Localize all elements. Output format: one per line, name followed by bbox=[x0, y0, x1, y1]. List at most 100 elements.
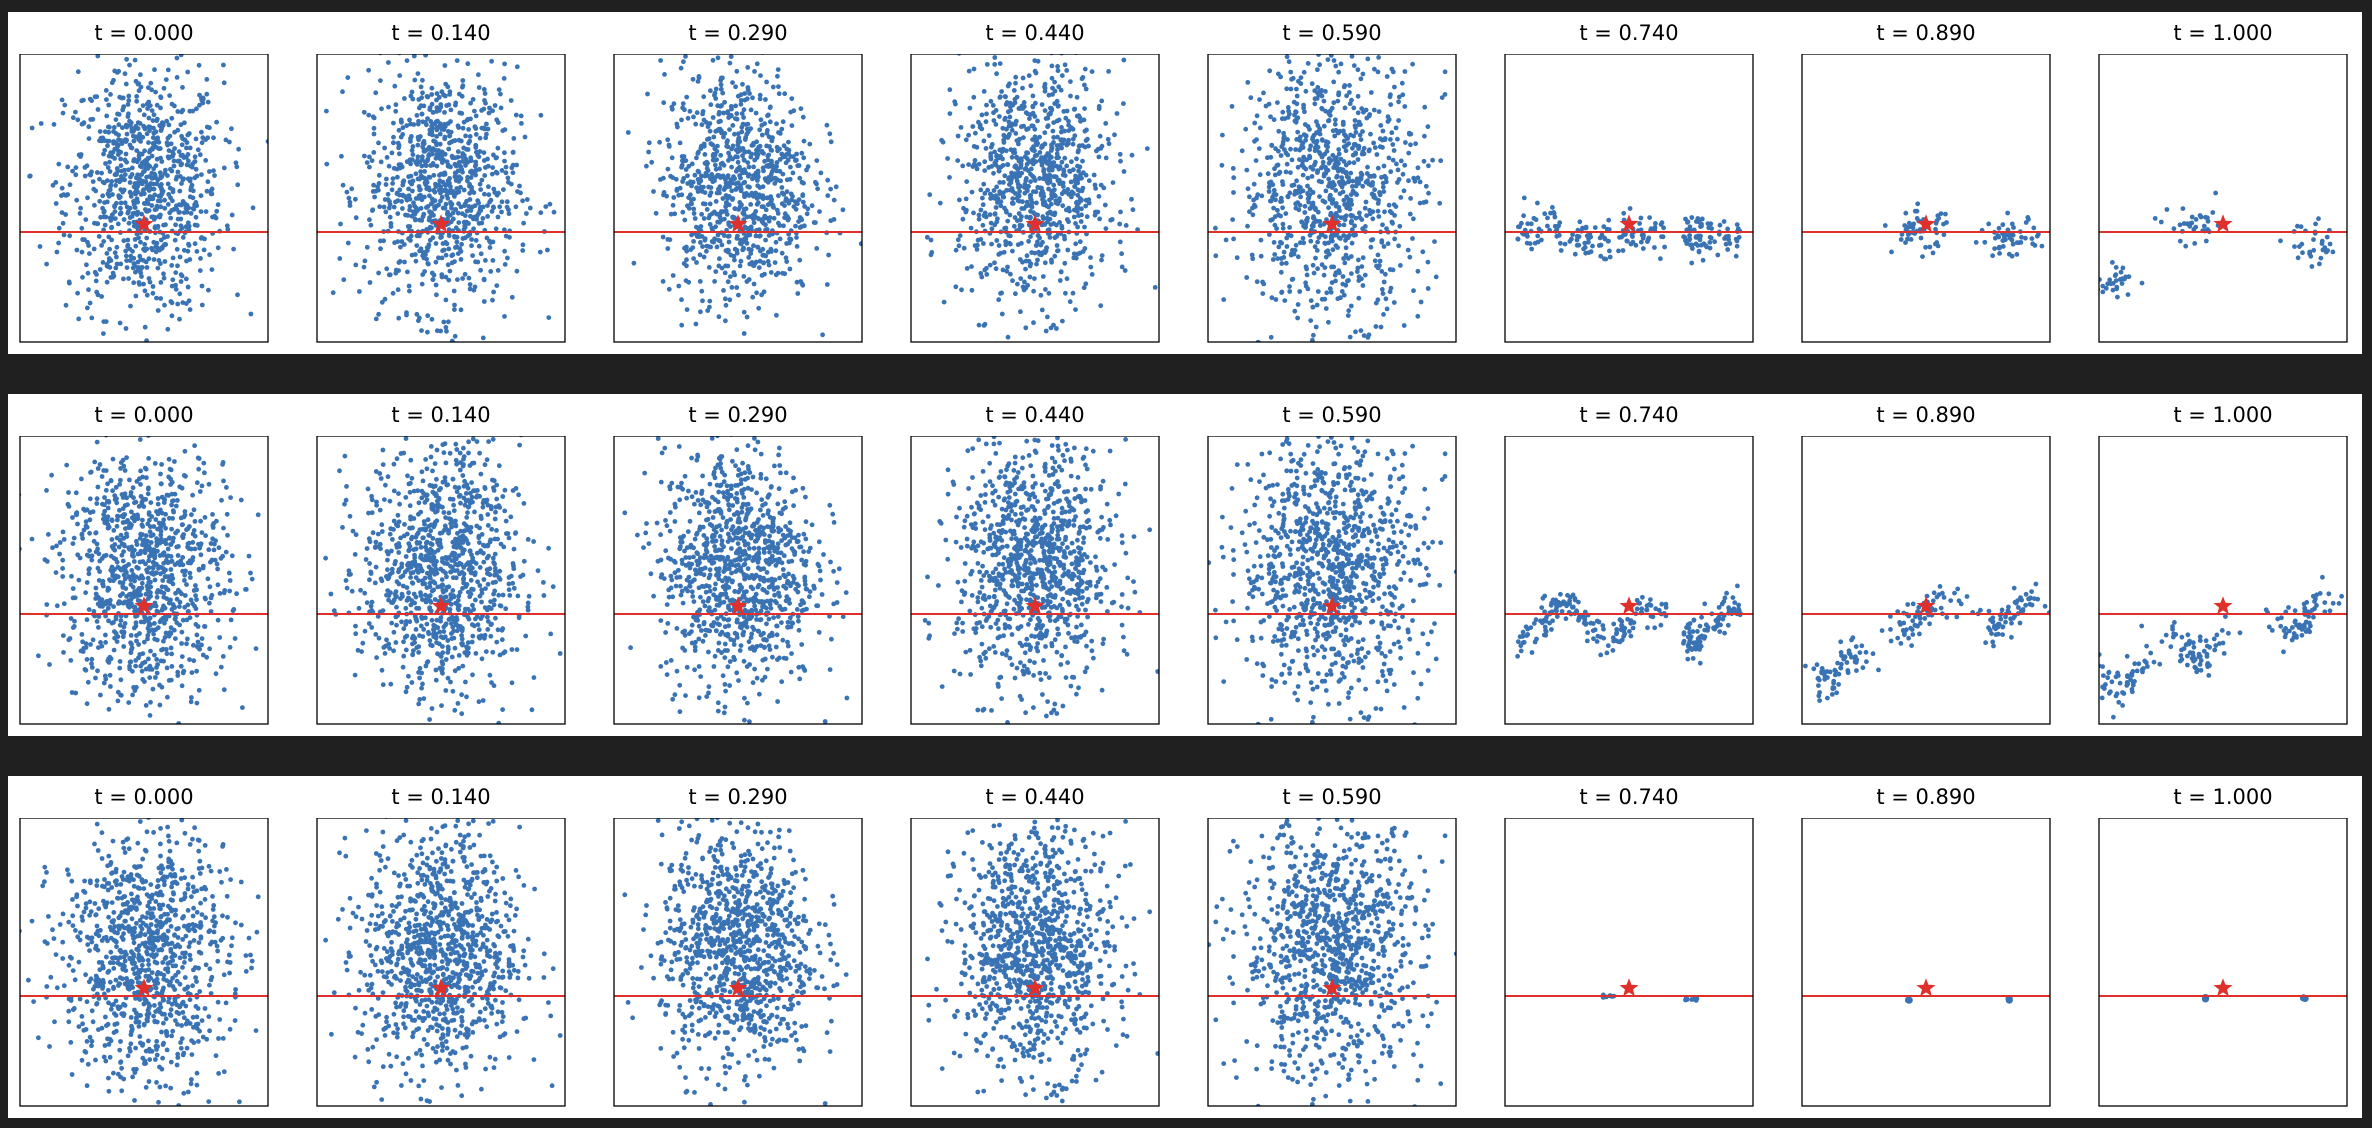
scatter-point bbox=[1010, 278, 1015, 284]
scatter-point bbox=[1038, 292, 1044, 298]
scatter-point bbox=[120, 125, 125, 131]
scatter-point bbox=[495, 214, 501, 220]
scatter-point bbox=[970, 124, 976, 129]
scatter-point bbox=[415, 134, 421, 140]
scatter-point bbox=[474, 213, 480, 219]
scatter-point bbox=[443, 325, 449, 330]
scatter-point bbox=[474, 149, 479, 155]
scatter-point bbox=[1303, 88, 1309, 94]
scatter-point bbox=[543, 204, 549, 210]
scatter-point bbox=[2187, 221, 2193, 227]
target-star-marker bbox=[134, 214, 154, 233]
scatter-point bbox=[1013, 74, 1019, 80]
scatter-point bbox=[493, 155, 499, 161]
scatter-point bbox=[337, 256, 343, 261]
scatter-point bbox=[1056, 84, 1062, 90]
scatter-point bbox=[77, 211, 83, 216]
scatter-point bbox=[146, 256, 152, 262]
scatter-point bbox=[1930, 250, 1936, 256]
scatter-point bbox=[1525, 221, 1531, 227]
scatter-point bbox=[721, 110, 726, 116]
scatter-point bbox=[736, 207, 741, 212]
scatter-point bbox=[390, 181, 395, 186]
scatter-point bbox=[493, 169, 499, 175]
scatter-point bbox=[956, 243, 962, 249]
scatter-point bbox=[1001, 194, 1007, 200]
scatter-point bbox=[722, 185, 728, 191]
scatter-point bbox=[981, 138, 987, 144]
scatter-point bbox=[1356, 146, 1361, 151]
scatter-point bbox=[737, 146, 743, 152]
scatter-point bbox=[1377, 192, 1383, 198]
scatter-point bbox=[707, 298, 713, 304]
scatter-point bbox=[831, 197, 837, 203]
scatter-point bbox=[693, 321, 699, 327]
scatter-point bbox=[387, 214, 393, 220]
scatter-point bbox=[1064, 68, 1070, 73]
scatter-point bbox=[692, 216, 698, 221]
scatter-point bbox=[74, 197, 80, 203]
scatter-point bbox=[1360, 183, 1366, 189]
scatter-point bbox=[701, 117, 707, 123]
scatter-point bbox=[131, 184, 137, 190]
scatter-point bbox=[1298, 194, 1303, 200]
scatter-point bbox=[134, 224, 140, 230]
scatter-point bbox=[1025, 111, 1031, 117]
scatter-points bbox=[924, 54, 1158, 342]
scatter-point bbox=[1388, 92, 1393, 98]
scatter-point bbox=[193, 214, 199, 220]
scatter-point bbox=[955, 237, 961, 243]
scatter-point bbox=[2009, 221, 2015, 227]
scatter-point bbox=[998, 250, 1003, 256]
scatter-point bbox=[1421, 200, 1427, 205]
scatter-point bbox=[205, 179, 211, 185]
scatter-point bbox=[1973, 240, 1979, 245]
scatter-point bbox=[1015, 198, 1021, 204]
scatter-point bbox=[993, 266, 999, 272]
scatter-point bbox=[1324, 217, 1329, 223]
scatter-point bbox=[1351, 160, 1357, 166]
scatter-point bbox=[1354, 192, 1359, 198]
scatter-point bbox=[386, 163, 392, 169]
scatter-point bbox=[1285, 115, 1291, 120]
scatter-point bbox=[1304, 217, 1309, 223]
scatter-plot bbox=[316, 54, 566, 343]
scatter-point bbox=[1340, 281, 1346, 287]
scatter-point bbox=[1009, 154, 1015, 160]
scatter-point bbox=[1007, 131, 1012, 137]
scatter-point bbox=[419, 328, 424, 333]
scatter-point bbox=[1030, 93, 1036, 99]
scatter-point bbox=[146, 276, 152, 281]
scatter-point bbox=[2193, 224, 2199, 230]
scatter-point bbox=[107, 246, 112, 252]
scatter-point bbox=[124, 258, 129, 263]
scatter-point bbox=[466, 221, 471, 226]
scatter-point bbox=[1915, 201, 1921, 207]
scatter-point bbox=[1305, 175, 1311, 181]
scatter-point bbox=[1018, 217, 1023, 223]
scatter-point bbox=[1295, 115, 1301, 121]
scatter-point bbox=[1393, 204, 1399, 210]
scatter-point bbox=[1305, 61, 1311, 66]
scatter-point bbox=[212, 173, 217, 178]
scatter-point bbox=[1375, 297, 1381, 303]
scatter-point bbox=[1533, 217, 1539, 223]
scatter-point bbox=[1350, 145, 1355, 151]
scatter-point bbox=[1013, 122, 1018, 127]
scatter-point bbox=[487, 105, 492, 111]
scatter-point bbox=[1303, 133, 1309, 139]
scatter-point bbox=[744, 314, 750, 320]
scatter-point bbox=[1574, 242, 1580, 248]
scatter-point bbox=[779, 250, 785, 256]
scatter-point bbox=[1296, 207, 1302, 213]
scatter-point bbox=[1033, 70, 1039, 76]
scatter-point bbox=[123, 253, 129, 259]
scatter-point bbox=[491, 289, 496, 295]
scatter-point bbox=[1903, 210, 1909, 216]
scatter-point bbox=[201, 247, 207, 253]
scatter-point bbox=[757, 233, 762, 239]
scatter-point bbox=[478, 251, 484, 257]
scatter-point bbox=[509, 294, 515, 300]
scatter-point bbox=[377, 204, 383, 210]
scatter-point bbox=[1358, 76, 1364, 82]
